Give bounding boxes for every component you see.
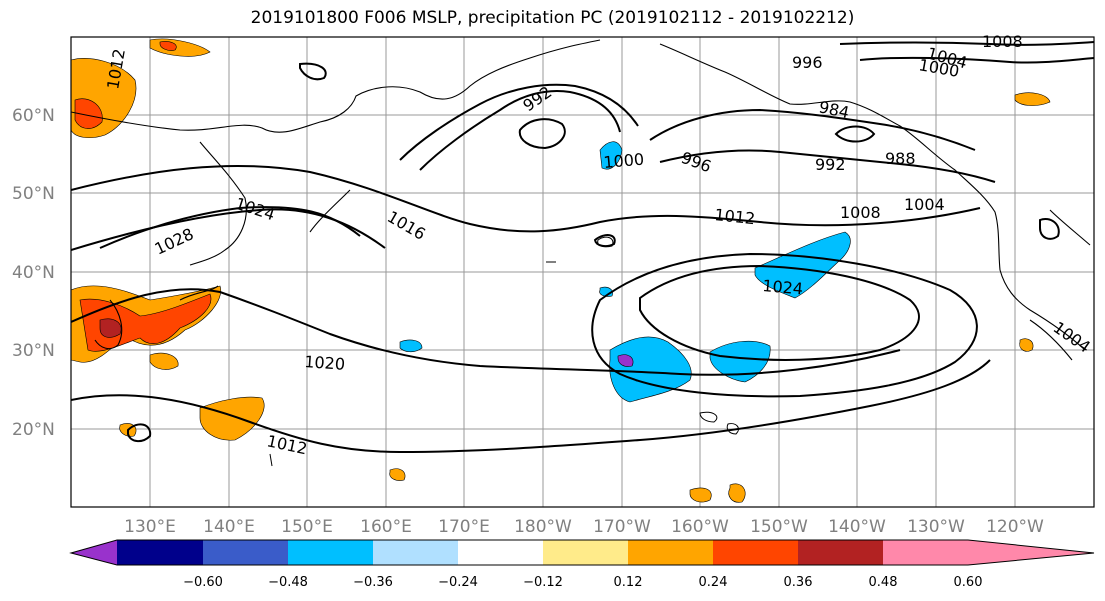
colorbar-tick-label: 0.24 [699,575,728,590]
lat-label: 60°N [12,106,55,126]
isobar-label: 996 [792,53,823,72]
colorbar-segment [543,540,628,565]
lon-label: 130°E [124,517,176,537]
lon-label: 140°E [203,517,255,537]
graticule [71,37,1094,507]
latitude-labels: 60°N 50°N 40°N 30°N 20°N [12,106,55,440]
lat-label: 50°N [12,184,55,204]
colorbar-tick-label: −0.48 [268,575,308,590]
colorbar-tick-label: −0.60 [183,575,223,590]
colorbar-outline [69,539,1095,566]
colorbar-segment [458,540,543,565]
isobar-label: 992 [815,155,846,174]
isobar-label: 1020 [304,352,346,374]
colorbar-tick-label: −0.24 [438,575,478,590]
colorbar-segment [628,540,713,565]
lon-label: 130°W [907,517,965,537]
map-frame [70,36,1095,508]
lon-label: 170°W [593,517,651,537]
isobar-label: 1000 [603,150,645,172]
colorbar-tick-label: −0.12 [523,575,563,590]
lon-label: 180°W [514,517,572,537]
isobar-labels: 1012 992 996 1004 1000 1008 984 1000 996… [103,32,1094,458]
lon-label: 140°W [828,517,886,537]
isobar-label: 988 [885,149,916,168]
lon-label: 120°W [986,517,1044,537]
colorbar-extend-min [71,540,117,565]
colorbar-segment [883,540,968,565]
colorbar-tick-label: 0.48 [869,575,898,590]
lon-label: 160°W [671,517,729,537]
colorbar-segment [798,540,883,565]
lon-label: 150°E [281,517,333,537]
longitude-labels: 130°E 140°E 150°E 160°E 170°E 180°W 170°… [124,517,1044,537]
colorbar-tick-label: −0.36 [353,575,393,590]
isobars [71,41,1094,454]
colorbar-tick-label: 0.12 [614,575,643,590]
precipitation-shading [71,38,1051,503]
colorbar-tick-label: 0.36 [784,575,813,590]
colorbar-extend-max [968,540,1094,565]
colorbar-tick-label: 0.60 [954,575,983,590]
figure-title: 2019101800 F006 MSLP, precipitation PC (… [250,8,855,28]
colorbar-segment [203,540,288,565]
isobar-label: 1008 [982,32,1023,51]
lat-label: 30°N [12,341,55,361]
isobar-label: 1004 [904,195,945,214]
islands [269,236,739,467]
isobar-label: 1008 [840,203,881,222]
isobar-label: 1024 [762,276,804,298]
colorbar-segment [117,540,203,565]
lat-label: 40°N [12,263,55,283]
lon-label: 170°E [438,517,490,537]
colorbar-tick-labels: −0.60 −0.48 −0.36 −0.24 −0.12 0.12 0.24 … [183,575,982,590]
isobar-label: 1012 [714,205,756,228]
colorbar [69,539,1095,566]
lon-label: 160°E [360,517,412,537]
colorbar-segment [288,540,373,565]
lat-label: 20°N [12,420,55,440]
lon-label: 150°W [750,517,808,537]
coastlines [71,39,1091,361]
colorbar-segment [713,540,798,565]
colorbar-segment [373,540,458,565]
